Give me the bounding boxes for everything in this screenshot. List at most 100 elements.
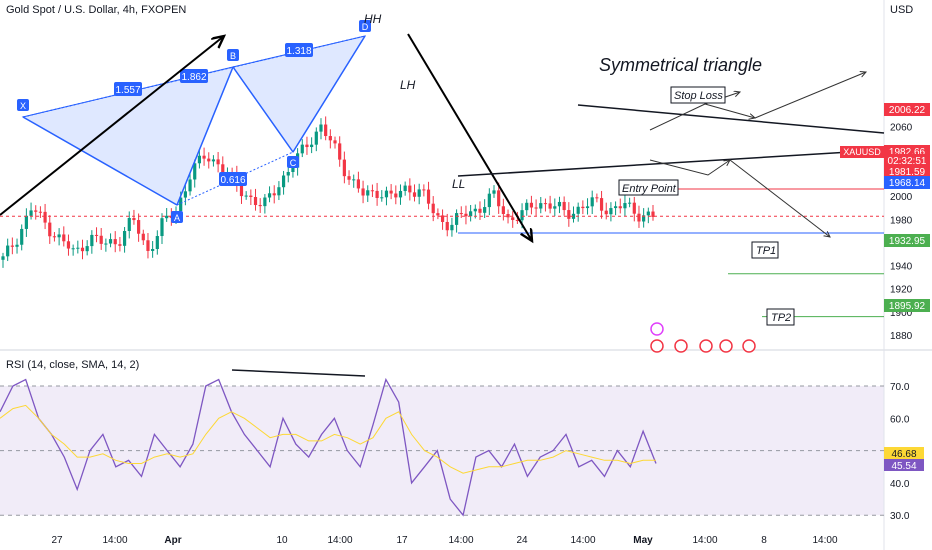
candle-body [216, 159, 220, 165]
y-tick-label: 1980 [890, 215, 913, 226]
candle-body [454, 213, 459, 225]
candle-body [52, 236, 57, 238]
x-tick-label: 14:00 [102, 535, 127, 546]
candle-body [127, 218, 131, 231]
symbol-tag-label: XAUUSD [843, 147, 881, 157]
pattern-point-box [287, 156, 299, 168]
candle-body [543, 203, 548, 205]
pattern-title: Symmetrical triangle [599, 55, 762, 75]
harmonic-ratio-line [176, 151, 294, 206]
event-icon [650, 322, 664, 336]
candle-body [506, 214, 510, 218]
candle-body [361, 188, 365, 196]
candle-body [394, 193, 398, 198]
entry-point-label: Entry Point [622, 183, 677, 195]
candle-body [469, 211, 473, 217]
x-tick-label: 14:00 [692, 535, 717, 546]
ratio-box [180, 69, 208, 83]
x-tick-label: 14:00 [448, 535, 473, 546]
rsi-tick-label: 60.0 [890, 414, 910, 425]
candle-body [207, 158, 211, 162]
event-icon [650, 339, 664, 353]
candle-body [595, 197, 599, 199]
candle-body [646, 211, 650, 216]
candle-body [24, 215, 28, 229]
entry-point-box [618, 179, 679, 196]
projection-arrow [729, 159, 830, 237]
tp2-label: TP2 [771, 312, 791, 324]
candle-body [422, 189, 426, 191]
x-tick-label: 14:00 [327, 535, 352, 546]
triangle-lower-line [457, 151, 851, 177]
candle-body [440, 215, 445, 222]
ratio-label: 0.616 [220, 175, 245, 186]
y-tick-label: 1880 [890, 331, 913, 342]
pattern-point-label: X [20, 101, 26, 111]
candle-body [459, 213, 463, 215]
candle-body [431, 203, 435, 214]
candle-body [511, 217, 515, 221]
candle-body [249, 195, 253, 197]
candle-body [85, 246, 89, 252]
x-tick-label: 27 [51, 535, 63, 546]
event-icon [742, 339, 756, 353]
candle-body [80, 247, 85, 252]
y-tick-label: 1900 [890, 308, 913, 319]
candle-body [389, 190, 393, 194]
rsi-sma-tag-label: 46.68 [891, 449, 916, 460]
candle-body [314, 131, 318, 145]
price-tag [884, 176, 930, 189]
rsi-tick-label: 70.0 [890, 382, 910, 393]
candle-body [613, 206, 618, 209]
candle-body [581, 206, 585, 209]
ratio-label: 1.862 [181, 72, 206, 83]
rsi-tag-label: 45.54 [891, 461, 916, 472]
stop-loss-box [670, 86, 726, 104]
candle-body [328, 136, 332, 141]
candle-body [525, 202, 529, 211]
candle-body [43, 211, 47, 223]
trend-down-arrow [407, 33, 532, 241]
candle-body [118, 244, 122, 246]
candle-body [253, 196, 258, 206]
candle-body [319, 124, 323, 132]
candle-body [436, 213, 440, 216]
candle-body [375, 190, 379, 198]
x-tick-label: Apr [164, 535, 181, 546]
candle-body [66, 241, 71, 249]
stop-loss-label: Stop Loss [674, 90, 723, 102]
candle-body [267, 193, 272, 198]
ratio-box [285, 43, 313, 57]
candle-body [305, 144, 309, 148]
candle-body [188, 179, 192, 192]
candle-body [426, 189, 431, 204]
candle-body [132, 218, 136, 221]
candle-body [632, 202, 636, 214]
price-tag [884, 234, 930, 247]
rsi-line [0, 377, 657, 517]
candle-body [310, 144, 314, 148]
candle-body [403, 185, 407, 191]
candle-body [183, 191, 187, 198]
price-tag-label: 02:32:51 [888, 156, 927, 167]
candle-body [34, 210, 38, 212]
candle-body [651, 211, 655, 217]
hh-label: HH [364, 12, 382, 26]
candle-body [104, 243, 108, 245]
rsi-title: RSI (14, close, SMA, 14, 2) [6, 359, 140, 371]
x-tick-label: 24 [516, 535, 528, 546]
ratio-box [114, 82, 142, 96]
candle-body [202, 155, 206, 159]
candle-body [338, 143, 342, 160]
rsi-sma-line [0, 404, 656, 474]
x-tick-label: 17 [396, 535, 408, 546]
candle-body [352, 179, 356, 181]
candle-body [562, 201, 566, 211]
candle-body [628, 202, 632, 204]
candle-body [642, 215, 646, 222]
candle-body [6, 245, 10, 257]
pattern-point-label: C [290, 158, 297, 168]
candle-body [277, 187, 281, 196]
chart-title: Gold Spot / U.S. Dollar, 4h, FXOPEN [6, 4, 187, 16]
